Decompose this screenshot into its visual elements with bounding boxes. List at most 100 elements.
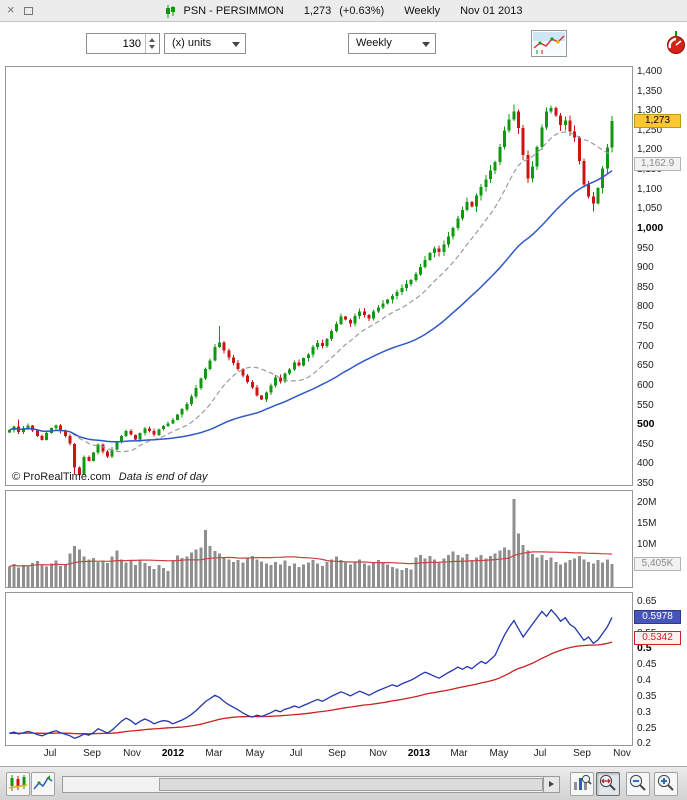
- display-settings-button[interactable]: [531, 30, 567, 57]
- detach-window-icon[interactable]: [24, 7, 33, 15]
- units-count-input[interactable]: [87, 34, 145, 53]
- time-scrollbar[interactable]: [62, 776, 560, 793]
- stepper-down-icon[interactable]: [149, 45, 155, 49]
- moving-average-tag: 1,162.9: [634, 157, 681, 171]
- stepper-up-icon[interactable]: [149, 38, 155, 42]
- chevron-down-icon: [422, 42, 430, 47]
- rs-tick-label: 0.5: [637, 642, 652, 654]
- timeframe-label: Weekly: [404, 5, 441, 17]
- close-icon[interactable]: ×: [7, 2, 15, 17]
- volume-panel[interactable]: [5, 490, 633, 588]
- zoom-mode-button[interactable]: [570, 772, 594, 796]
- units-type-select[interactable]: (x) units: [164, 33, 246, 54]
- price-tick-label: 1,400: [637, 66, 663, 77]
- price-tick-label: 1,050: [637, 203, 663, 214]
- price-tick-label: 550: [637, 400, 654, 411]
- price-tick-label: 450: [637, 439, 654, 450]
- rs-tick-label: 0.4: [637, 675, 651, 686]
- x-axis-label: Sep: [83, 748, 101, 759]
- price-tick-label: 1,200: [637, 144, 663, 155]
- copyright-note: © ProRealTime.com Data is end of day: [12, 471, 207, 483]
- timeframe-select[interactable]: Weekly: [348, 33, 436, 54]
- price-tick-label: 500: [637, 418, 655, 430]
- x-axis-label: Sep: [573, 748, 591, 759]
- volume-chart[interactable]: [6, 491, 632, 587]
- price-tick-label: 1,250: [637, 125, 663, 136]
- candles-icon: [8, 775, 28, 791]
- x-axis-label: Sep: [328, 748, 346, 759]
- scrollbar-thumb[interactable]: [159, 778, 543, 791]
- candlestick-icon: [165, 4, 175, 18]
- chart-title: PSN - PERSIMMON 1,273 (+0.63%) Weekly No…: [0, 0, 687, 22]
- price-tick-label: 850: [637, 282, 654, 293]
- chart-toolbar: (x) units Weekly: [0, 23, 687, 65]
- price-change: (+0.63%): [339, 5, 385, 17]
- bar-date: Nov 01 2013: [460, 5, 523, 17]
- rs-tick-label: 0.2: [637, 738, 651, 749]
- rs-tick-label: 0.25: [637, 723, 657, 734]
- relative-strength-chart[interactable]: [6, 593, 632, 745]
- zoom-out-icon: [629, 774, 646, 791]
- copyright-text: © ProRealTime.com: [12, 471, 111, 483]
- chevron-down-icon: [232, 42, 240, 47]
- relative-strength-panel[interactable]: [5, 592, 633, 746]
- line-chart-icon: [33, 775, 53, 790]
- indicator-value-tag: 0.5978: [634, 610, 681, 624]
- zoom-in-icon: [657, 774, 674, 791]
- price-tick-label: 1,300: [637, 105, 663, 116]
- rs-tick-label: 0.65: [637, 596, 657, 607]
- title-bar: × PSN - PERSIMMON 1,273 (+0.63%) Weekly …: [0, 0, 687, 22]
- volume-tick-label: 15M: [637, 518, 657, 529]
- rs-tick-label: 0.3: [637, 707, 651, 718]
- data-note: Data is end of day: [118, 471, 208, 483]
- x-axis-label: May: [245, 748, 265, 759]
- zoom-in-button[interactable]: [654, 772, 678, 796]
- rs-tick-label: 0.35: [637, 691, 657, 702]
- price-tick-label: 800: [637, 301, 654, 312]
- chart-type-button[interactable]: [6, 772, 30, 796]
- price-style-button[interactable]: [31, 772, 55, 796]
- indicator-average-tag: 0.5342: [634, 631, 681, 645]
- units-type-value: (x) units: [172, 37, 212, 49]
- last-price: 1,273: [303, 5, 332, 17]
- x-axis-label: Jul: [533, 748, 547, 759]
- volume-tick-label: 20M: [637, 497, 657, 508]
- price-tick-label: 950: [637, 243, 654, 254]
- stepper-buttons[interactable]: [145, 34, 158, 53]
- x-axis-label: Jul: [289, 748, 303, 759]
- volume-value-tag: 5,405K: [634, 557, 681, 571]
- gauge-icon[interactable]: [666, 31, 686, 55]
- x-axis-label: Mar: [205, 748, 223, 759]
- x-axis-label: Nov: [123, 748, 141, 759]
- x-axis-label: 2012: [161, 748, 185, 759]
- zoom-out-button[interactable]: [626, 772, 650, 796]
- last-price-tag: 1,273: [634, 114, 681, 128]
- timeframe-value: Weekly: [356, 37, 392, 49]
- mini-chart-icon: [533, 32, 565, 55]
- rs-tick-label: 0.45: [637, 659, 657, 670]
- price-chart-panel[interactable]: © ProRealTime.com Data is end of day: [5, 66, 633, 486]
- price-tick-label: 650: [637, 360, 654, 371]
- price-tick-label: 400: [637, 458, 654, 469]
- x-axis-label: 2013: [407, 748, 431, 759]
- price-tick-label: 900: [637, 262, 654, 273]
- price-tick-label: 350: [637, 478, 654, 489]
- x-axis-label: Jul: [43, 748, 57, 759]
- price-tick-label: 750: [637, 321, 654, 332]
- volume-tick-label: 10M: [637, 539, 657, 550]
- price-tick-label: 600: [637, 380, 654, 391]
- scrollbar-right-arrow[interactable]: [543, 777, 559, 792]
- price-tick-label: 1,000: [637, 222, 664, 234]
- x-axis-label: Nov: [613, 748, 631, 759]
- magnifier-arrows-icon: [599, 774, 616, 791]
- bottom-toolbar: [0, 766, 687, 800]
- units-count-stepper[interactable]: [86, 33, 160, 54]
- price-tick-label: 1,100: [637, 184, 663, 195]
- price-chart[interactable]: [6, 67, 632, 485]
- chart-zoom-icon: [574, 774, 592, 790]
- x-axis-label: Nov: [369, 748, 387, 759]
- x-axis-label: May: [489, 748, 509, 759]
- instrument-name: PSN - PERSIMMON: [183, 5, 284, 17]
- horizontal-zoom-button[interactable]: [596, 772, 620, 796]
